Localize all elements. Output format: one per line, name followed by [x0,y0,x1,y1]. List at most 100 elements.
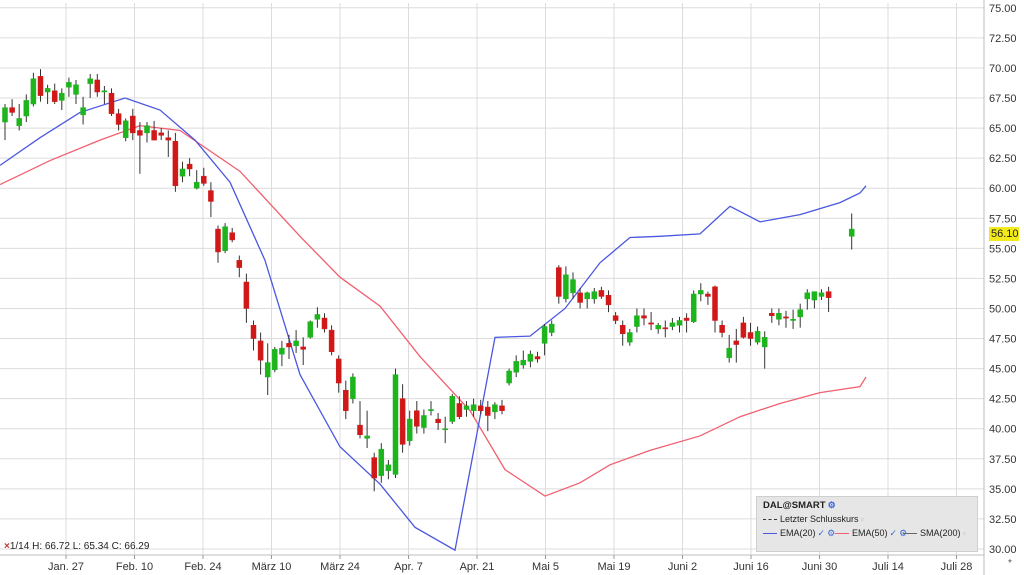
candle-body [151,130,157,141]
candle [499,399,505,415]
candle-body [442,428,448,430]
gear-icon[interactable]: ⚙ [827,500,836,510]
candle [733,328,740,363]
grid-lines [0,0,985,575]
gear-icon[interactable]: ⚙ [827,528,836,538]
candle [641,308,647,326]
candle-body [556,267,562,297]
candle [201,167,207,186]
candle [740,316,747,339]
candle-body [520,359,527,366]
candle [705,291,711,305]
candle [825,286,832,313]
legend-ema50[interactable]: EMA(50) ✓ ⚙ [835,528,907,539]
candle-body [300,346,306,350]
candle [818,289,825,301]
gear-icon[interactable]: ⚙ [899,528,908,538]
y-tick-label: 50.00 [989,303,1017,315]
legend-ema20[interactable]: EMA(20) ✓ ⚙ [763,528,835,539]
candle [321,313,328,333]
candle [229,227,235,243]
candle [449,393,456,424]
candle [513,355,519,378]
candle-body [94,79,101,93]
candle [307,320,314,339]
candle [406,410,413,446]
legend[interactable]: DAL@SMART ⚙ Letzter Schlusskurs ▫ EMA(20) ✓… [756,496,978,552]
candle [208,182,214,218]
candle-body [506,370,512,384]
candle-body [683,317,690,321]
y-tick-label: 70.00 [989,63,1017,75]
candle [662,320,669,338]
candle-body [754,331,761,343]
candle [16,104,22,131]
x-tick-label: Apr. 7 [394,561,423,573]
candle [108,88,115,117]
candle-body [570,279,576,294]
candle [456,396,463,420]
candle [719,320,725,338]
candle [690,290,697,323]
candle [683,313,690,333]
candle-body [527,353,534,362]
candle-body [137,130,143,136]
candle [399,384,406,453]
candle-body [350,376,356,399]
candle-body [357,424,363,435]
candle-body [272,349,278,371]
checkbox-icon[interactable]: ▫ [962,528,966,538]
ema50-line-icon [835,533,849,535]
candle-body [804,292,811,300]
candle [761,331,768,369]
candle [392,368,399,479]
candle-body [421,415,427,428]
candle [37,69,44,102]
candle-body [343,389,349,411]
candle [272,346,278,373]
check-icon[interactable]: ✓ [889,528,898,538]
y-tick-label: 75.00 [989,3,1017,15]
candle-body [733,340,740,345]
check-icon[interactable]: ✓ [817,528,826,538]
candle [243,273,250,323]
checkbox-icon[interactable]: ▫ [860,514,864,524]
candle [30,72,37,107]
y-tick-label: 37.50 [989,454,1017,466]
candle [747,322,754,346]
close-icon[interactable]: × [4,541,10,552]
candle-body [634,315,640,327]
candle-body [2,107,8,123]
candle [421,409,427,434]
candle-body [108,92,115,114]
ohlc-close: C: 66.29 [111,541,150,552]
candle-body [726,347,732,359]
candle [698,283,704,302]
candle [300,337,306,365]
ohlc-low: L: 65.34 [72,541,109,552]
candle [314,307,321,328]
candle-body [335,358,342,384]
candle-body [399,398,406,445]
candle [343,380,349,420]
candle-body [378,448,385,476]
y-tick-label: 67.50 [989,93,1017,105]
legend-sma200[interactable]: SMA(200) ▫ [903,528,966,538]
x-tick-label: Juni 2 [668,561,697,573]
candle [470,398,477,417]
candle-body [44,88,51,93]
candle-body [9,107,15,113]
ohlc-readout: ×1/14 H: 66.72 L: 65.34 C: 66.29 [4,541,150,552]
candle [428,401,434,416]
candle [172,132,179,192]
candle [335,355,342,393]
candle [94,73,101,97]
candle-body [428,409,434,411]
candle-body [51,90,58,102]
candle-body [541,326,548,344]
candle [115,108,122,131]
candle-body [286,343,292,348]
last-price-badge: 56.10 [989,227,1019,241]
y-tick-label: 45.00 [989,364,1017,376]
candle-body [122,120,129,138]
